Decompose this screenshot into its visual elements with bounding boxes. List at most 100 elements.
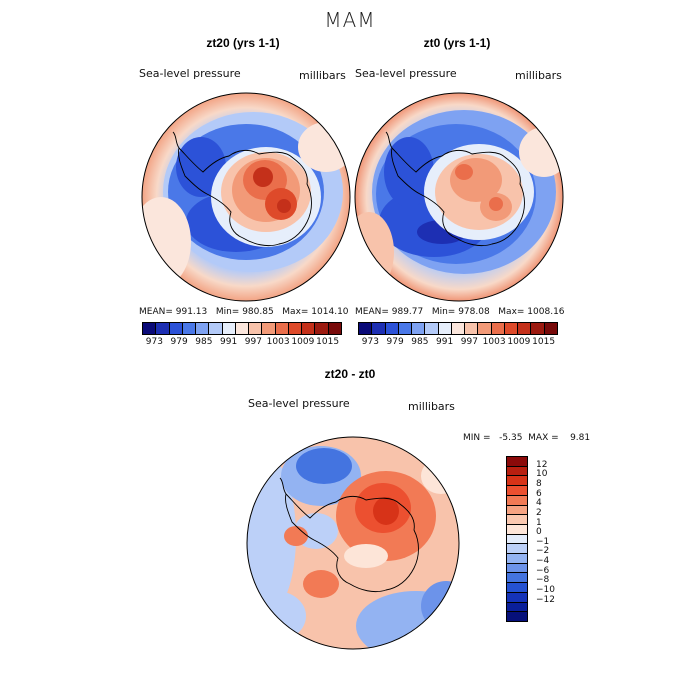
panel3-colorbar-color-swatch [507,466,527,477]
panel1-colorbar-color-swatch [235,323,250,334]
panel2-colorbar-tick-label: 1003 [482,337,506,347]
panel3-colorbar-color-swatch [507,554,527,564]
panel1-units-label: millibars [299,69,346,82]
panel2-colorbar-tick-label: 1015 [532,337,556,347]
panel3-colorbar-color-swatch [507,476,527,487]
panel1-colorbar-tick-label: 1003 [266,337,290,347]
panel1-colorbar-tick-label: 997 [244,337,262,347]
panel3-colorbar-color-swatch [507,495,527,506]
panel3-colorbar-tick-label: 1 [536,517,542,528]
panel2-colorbar-tick-label: 997 [460,337,478,347]
panel3-colorbar-tick-label: 8 [536,478,542,489]
panel2-min: Min= 978.08 [431,307,490,317]
panel2-colorbar-color-swatch [372,323,386,334]
panel2-colorbar-tick-label: 1009 [507,337,531,347]
panel1-colorbar-color-swatch [288,323,303,334]
panel1-map [141,92,351,302]
panel2-colorbar-color-swatch [385,323,399,334]
panel3-field-label: Sea-level pressure [248,397,350,410]
panel1-colorbar-color-swatch [249,323,263,334]
panel1-colorbar-color-swatch [262,323,276,334]
panel1-colorbar-color-swatch [209,323,223,334]
panel3-colorbar-color-swatch [507,612,527,621]
panel2-colorbar [358,322,558,335]
panel1-title: zt20 (yrs 1-1) [206,36,280,50]
panel2-colorbar-color-swatch [544,323,557,334]
panel1-colorbar-color-swatch [302,323,316,334]
panel2-colorbar-tick-label: 985 [411,337,429,347]
panel2-units-label: millibars [515,69,562,82]
panel2-colorbar-color-swatch [425,323,439,334]
panel2-colorbar-color-swatch [478,323,492,334]
panel3-colorbar-tick-label: −1 [536,536,550,547]
panel1-colorbar-color-swatch [328,323,341,334]
panel1-colorbar-color-swatch [315,323,329,334]
panel2-colorbar-color-swatch [531,323,545,334]
panel1-colorbar-tick-label: 991 [220,337,238,347]
panel1-colorbar-color-swatch [196,323,210,334]
panel3-colorbar-tick-label: −10 [536,585,555,596]
panel1-colorbar-color-swatch [275,323,289,334]
panel3-colorbar-color-swatch [507,544,527,555]
panel3-colorbar [506,456,528,622]
panel2-colorbar-ticks: 973 979 985 991 997 1003 1009 1015 [358,337,556,347]
panel1-colorbar-tick-label: 979 [170,337,188,347]
panel1-colorbar [142,322,342,335]
panel3-stats: MIN = -5.35 MAX = 9.81 [463,433,591,443]
panel2-title: zt0 (yrs 1-1) [423,36,491,50]
panel2-colorbar-color-swatch [491,323,505,334]
panel1-mean: MEAN= 991.13 [139,307,208,317]
panel3-colorbar-color-swatch [507,592,527,603]
panel1-max: Max= 1014.10 [282,307,349,317]
panel3-colorbar-tick-label: −4 [536,556,550,567]
panel2-colorbar-tick-label: 979 [386,337,404,347]
panel3-colorbar-color-swatch [507,457,527,467]
panel3-colorbar-tick-label: −12 [536,594,555,605]
panel2-colorbar-color-swatch [465,323,479,334]
panel3-colorbar-tick-label: 0 [536,527,542,538]
panel3-colorbar-color-swatch [507,563,527,574]
panel2-colorbar-color-swatch [451,323,466,334]
panel1-min: Min= 980.85 [215,307,274,317]
panel2-max: Max= 1008.16 [498,307,565,317]
panel1-colorbar-color-swatch [143,323,157,334]
panel1-colorbar-tick-label: 1009 [291,337,315,347]
panel3-units-label: millibars [408,400,455,413]
panel3-colorbar-tick-label: 2 [536,507,542,518]
panel2-colorbar-tick-label: 991 [436,337,454,347]
panel3-colorbar-color-swatch [507,602,527,613]
panel3-colorbar-tick-label: −8 [536,575,550,586]
panel2-colorbar-color-swatch [438,323,452,334]
panel3-colorbar-tick-label: 4 [536,498,542,509]
panel3-colorbar-color-swatch [507,515,527,525]
panel1-colorbar-ticks: 973 979 985 991 997 1003 1009 1015 [142,337,340,347]
panel2-colorbar-color-swatch [518,323,532,334]
panel2-mean: MEAN= 989.77 [355,307,424,317]
panel1-colorbar-tick-label: 985 [195,337,213,347]
panel1-field-label: Sea-level pressure [139,67,241,80]
panel3-colorbar-color-swatch [507,524,527,535]
panel1-colorbar-color-swatch [222,323,236,334]
panel2-map [354,92,564,302]
panel3-colorbar-color-swatch [507,573,527,584]
panel3-colorbar-ticks: 12 10 8 6 4 2 1 0 −1 −2 −4 −6 −8 −10 −12 [536,456,576,620]
panel2-colorbar-tick-label: 973 [361,337,379,347]
panel3-map [246,436,460,650]
panel3-colorbar-tick-label: 10 [536,469,548,480]
panel3-colorbar-color-swatch [507,486,527,496]
panel2-colorbar-color-swatch [359,323,373,334]
panel3-colorbar-color-swatch [507,583,527,593]
panel3-colorbar-tick-label: −6 [536,565,550,576]
panel2-field-label: Sea-level pressure [355,67,457,80]
panel1-colorbar-color-swatch [169,323,183,334]
panel1-colorbar-tick-label: 973 [145,337,163,347]
panel3-colorbar-tick-label: −2 [536,546,550,557]
panel2-colorbar-color-swatch [398,323,413,334]
panel3-colorbar-tick-label: 6 [536,488,542,499]
panel3-title: zt20 - zt0 [324,367,376,381]
panel1-colorbar-color-swatch [182,323,197,334]
panel3-colorbar-color-swatch [507,505,527,516]
panel2-colorbar-color-swatch [504,323,519,334]
figure-title: MAM [324,8,376,32]
panel2-colorbar-color-swatch [412,323,426,334]
